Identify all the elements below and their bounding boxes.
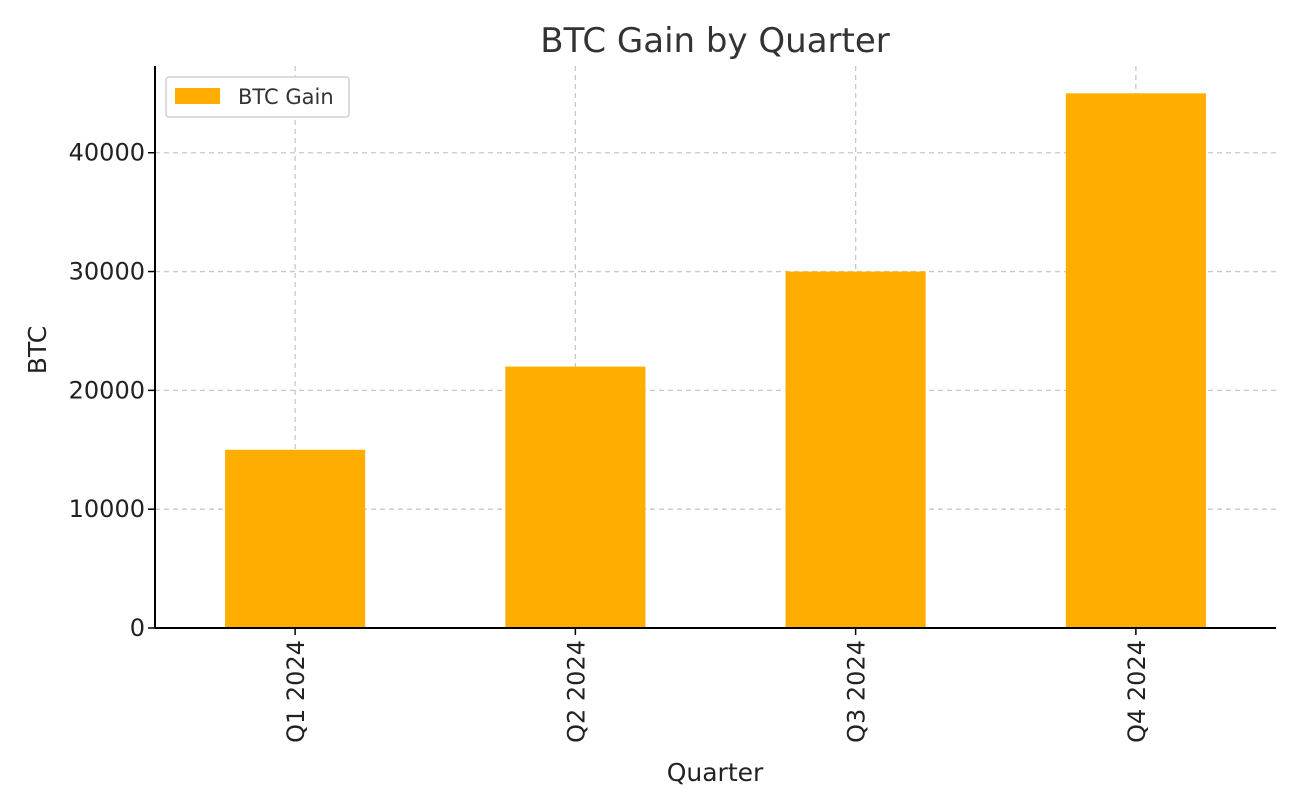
legend-box bbox=[165, 76, 350, 118]
x-tick-label-0: Q1 2024 bbox=[282, 640, 310, 743]
y-tick-label-0: 0 bbox=[130, 614, 145, 642]
y-tick-label-1: 10000 bbox=[69, 495, 145, 523]
x-ticks: Q1 2024 Q2 2024 Q3 2024 Q4 2024 bbox=[282, 628, 1151, 743]
x-tick-label-1: Q2 2024 bbox=[562, 640, 590, 743]
x-tick-label-2: Q3 2024 bbox=[843, 640, 871, 743]
y-tick-label-3: 30000 bbox=[69, 258, 145, 286]
x-axis-label: Quarter bbox=[667, 758, 764, 787]
legend-swatch bbox=[175, 88, 220, 104]
bar-3 bbox=[785, 271, 926, 628]
y-axis-label: BTC bbox=[23, 326, 52, 374]
legend: BTC Gain bbox=[165, 76, 350, 118]
chart-title: BTC Gain by Quarter bbox=[540, 21, 890, 61]
axes bbox=[154, 66, 1276, 629]
bar-1 bbox=[225, 449, 366, 628]
y-ticks: 0 10000 20000 30000 40000 bbox=[69, 139, 155, 642]
x-tick-label-3: Q4 2024 bbox=[1123, 640, 1151, 743]
y-tick-label-2: 20000 bbox=[69, 376, 145, 404]
bar-2 bbox=[505, 366, 646, 628]
y-tick-label-4: 40000 bbox=[69, 139, 145, 167]
bar-4 bbox=[1065, 93, 1206, 628]
legend-label: BTC Gain bbox=[238, 85, 334, 109]
bars bbox=[225, 93, 1206, 628]
